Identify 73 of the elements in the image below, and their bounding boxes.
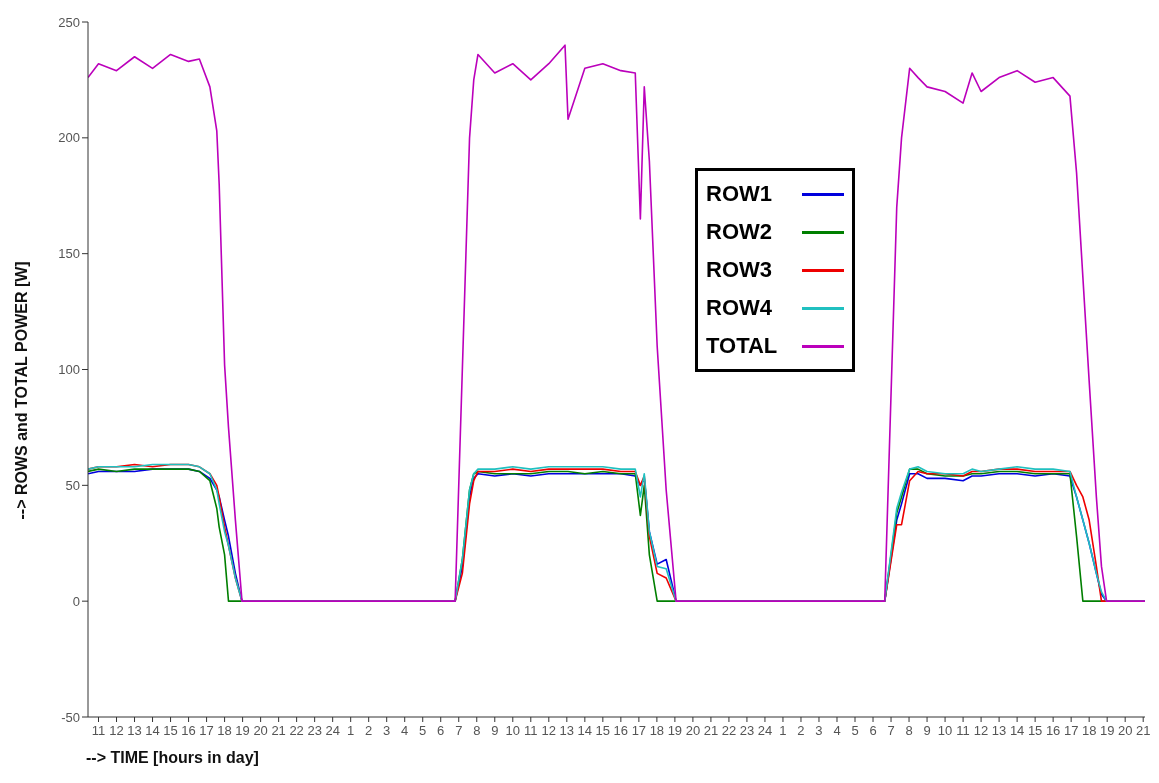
legend-label: ROW1 <box>706 181 773 207</box>
x-axis-title: --> TIME [hours in day] <box>86 749 259 767</box>
y-tick-label: 200 <box>58 130 80 146</box>
y-tick-label: 250 <box>58 14 80 30</box>
x-tick-label: 13 <box>991 723 1007 739</box>
x-tick-label: 17 <box>199 723 214 739</box>
x-tick-label: 10 <box>937 723 953 739</box>
x-tick-label: 1 <box>779 723 787 739</box>
x-tick-label: 11 <box>91 723 106 739</box>
x-tick-label: 6 <box>437 723 445 739</box>
x-tick-label: 15 <box>1027 723 1043 739</box>
x-tick-label: 18 <box>1081 723 1097 739</box>
x-tick-label: 21 <box>703 723 719 739</box>
x-tick-label: 22 <box>721 723 737 739</box>
x-tick-label: 8 <box>473 723 481 739</box>
x-tick-label: 8 <box>905 723 913 739</box>
x-tick-label: 9 <box>923 723 931 739</box>
x-tick-label: 16 <box>1045 723 1061 739</box>
x-tick-label: 21 <box>271 723 286 739</box>
x-tick-label: 4 <box>401 723 409 739</box>
x-tick-label: 6 <box>869 723 877 739</box>
x-tick-label: 5 <box>419 723 427 739</box>
x-tick-label: 3 <box>383 723 391 739</box>
x-tick-label: 21 <box>1135 723 1151 739</box>
x-tick-label: 3 <box>815 723 823 739</box>
x-tick-label: 12 <box>109 723 124 739</box>
x-tick-label: 11 <box>524 723 538 739</box>
x-tick-label: 2 <box>365 723 373 739</box>
x-tick-label: 9 <box>491 723 499 739</box>
legend-label: ROW2 <box>706 219 773 245</box>
x-tick-label: 12 <box>973 723 989 739</box>
y-tick-label: 50 <box>65 477 80 493</box>
x-tick-label: 20 <box>1117 723 1133 739</box>
x-tick-label: 14 <box>577 723 593 739</box>
x-tick-label: 20 <box>685 723 701 739</box>
x-tick-label: 23 <box>739 723 755 739</box>
x-tick-label: 19 <box>235 723 250 739</box>
x-tick-label: 5 <box>851 723 859 739</box>
x-tick-label: 15 <box>595 723 611 739</box>
x-tick-label: 20 <box>253 723 268 739</box>
x-tick-label: 11 <box>956 723 970 739</box>
y-tick-label: 100 <box>58 362 80 378</box>
legend-label: ROW3 <box>706 257 773 283</box>
x-tick-label: 19 <box>1099 723 1115 739</box>
x-tick-label: 4 <box>833 723 841 739</box>
y-tick-label: 150 <box>58 246 80 262</box>
x-tick-label: 2 <box>797 723 805 739</box>
y-tick-label: 0 <box>72 593 80 609</box>
x-tick-label: 23 <box>307 723 322 739</box>
x-tick-label: 14 <box>145 723 160 739</box>
x-tick-label: 16 <box>181 723 196 739</box>
x-tick-label: 15 <box>163 723 178 739</box>
x-tick-label: 17 <box>631 723 647 739</box>
x-tick-label: 22 <box>289 723 304 739</box>
x-tick-label: 1 <box>347 723 355 739</box>
x-tick-label: 7 <box>887 723 895 739</box>
y-axis-title: --> ROWS and TOTAL POWER [W] <box>12 261 30 520</box>
x-tick-label: 13 <box>559 723 575 739</box>
x-tick-label: 14 <box>1009 723 1025 739</box>
x-tick-label: 17 <box>1063 723 1079 739</box>
x-tick-label: 24 <box>757 723 773 739</box>
x-tick-label: 7 <box>455 723 463 739</box>
x-tick-label: 18 <box>217 723 232 739</box>
x-tick-label: 12 <box>541 723 557 739</box>
legend-label: ROW4 <box>706 295 773 321</box>
x-tick-label: 24 <box>325 723 340 739</box>
x-tick-label: 13 <box>127 723 142 739</box>
x-tick-label: 19 <box>667 723 683 739</box>
x-tick-label: 16 <box>613 723 629 739</box>
x-tick-label: 18 <box>649 723 665 739</box>
x-tick-label: 10 <box>505 723 521 739</box>
y-tick-label: -50 <box>61 709 80 725</box>
legend-label: TOTAL <box>706 333 779 359</box>
